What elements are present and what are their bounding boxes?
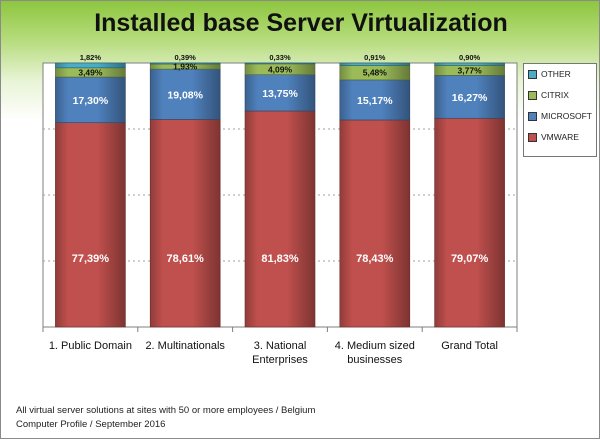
chart-legend: OTHER CITRIX MICROSOFT VMWARE <box>523 63 597 157</box>
legend-swatch <box>528 90 537 100</box>
x-tick-label: 1. Public Domain <box>48 340 132 352</box>
x-tick-label: 2. Multinationals <box>145 340 225 352</box>
bar-vmware <box>244 110 316 328</box>
bar-microsoft <box>244 74 316 112</box>
data-label-vmware: 78,43% <box>356 253 394 265</box>
chart-title: Installed base Server Virtualization <box>94 9 508 37</box>
x-tick-label: 3. National Enterprises <box>252 340 308 366</box>
bar-vmware <box>434 117 505 328</box>
data-label-microsoft: 13,75% <box>262 88 298 100</box>
data-label-microsoft: 19,08% <box>167 89 203 101</box>
data-label-other: 0,39% <box>175 53 197 62</box>
data-label-microsoft: 15,17% <box>357 95 393 107</box>
legend-label: MICROSOFT <box>541 111 592 121</box>
data-label-other: 0,91% <box>364 53 386 62</box>
bar-other <box>149 62 221 65</box>
data-label-citrix: 1,93% <box>173 62 198 72</box>
legend-label: OTHER <box>541 69 571 79</box>
data-label-microsoft: 17,30% <box>73 95 109 107</box>
footer-source: Computer Profile / September 2016 <box>16 419 166 430</box>
legend-swatch <box>528 111 537 121</box>
legend-label: VMWARE <box>541 132 579 142</box>
bar-vmware <box>55 122 126 328</box>
bar-other <box>434 62 505 66</box>
x-tick-label: Grand Total <box>441 340 498 352</box>
legend-swatch <box>528 132 537 142</box>
data-label-vmware: 79,07% <box>451 253 489 265</box>
bar-other <box>339 62 411 66</box>
bar-microsoft <box>434 75 505 119</box>
data-label-citrix: 4,09% <box>268 64 293 74</box>
bar-microsoft <box>55 76 126 123</box>
data-label-citrix: 3,49% <box>78 67 103 77</box>
data-label-microsoft: 16,27% <box>452 92 488 104</box>
bar-microsoft <box>339 79 411 121</box>
data-label-vmware: 77,39% <box>72 253 110 265</box>
bar-other <box>55 62 126 69</box>
data-label-vmware: 81,83% <box>261 253 299 265</box>
bar-microsoft <box>149 68 221 120</box>
bar-vmware <box>149 119 221 328</box>
footer-note: All virtual server solutions at sites wi… <box>16 405 316 416</box>
legend-label: CITRIX <box>541 90 569 100</box>
data-label-citrix: 3,77% <box>458 65 483 75</box>
legend-item-vmware: VMWARE <box>528 131 579 143</box>
bar-vmware <box>339 119 411 328</box>
bar-other <box>244 62 316 65</box>
legend-item-other: OTHER <box>528 68 571 80</box>
legend-swatch <box>528 69 537 79</box>
data-label-other: 0,33% <box>269 53 291 62</box>
legend-item-citrix: CITRIX <box>528 89 569 101</box>
data-label-vmware: 78,61% <box>167 253 205 265</box>
data-label-other: 1,82% <box>80 53 102 62</box>
x-tick-label: 4. Medium sized businesses <box>334 340 415 366</box>
data-label-other: 0,90% <box>459 53 481 62</box>
data-label-citrix: 5,48% <box>363 68 388 78</box>
legend-item-microsoft: MICROSOFT <box>528 110 592 122</box>
